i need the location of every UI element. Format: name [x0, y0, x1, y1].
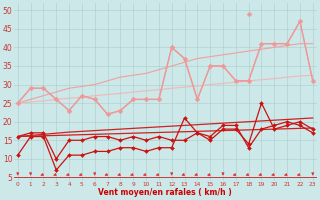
X-axis label: Vent moyen/en rafales ( km/h ): Vent moyen/en rafales ( km/h ) — [98, 188, 232, 197]
